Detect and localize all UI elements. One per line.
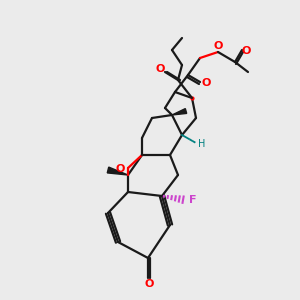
Text: O: O — [241, 46, 251, 56]
Text: F: F — [189, 195, 197, 205]
Text: O: O — [155, 64, 165, 74]
Text: O: O — [201, 78, 211, 88]
Polygon shape — [172, 109, 187, 115]
Text: O: O — [115, 164, 125, 174]
Text: H: H — [198, 139, 206, 149]
Text: O: O — [213, 41, 223, 51]
Text: O: O — [144, 279, 154, 289]
Polygon shape — [107, 167, 128, 175]
